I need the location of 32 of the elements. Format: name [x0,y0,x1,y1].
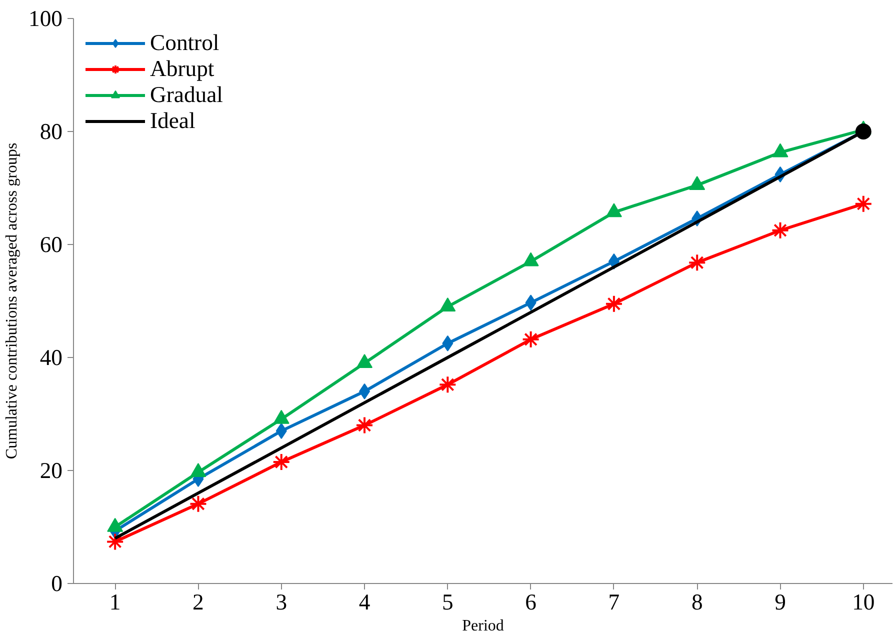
y-tick-label: 40 [40,345,62,370]
x-tick-label: 1 [109,590,121,614]
point [189,494,208,513]
legend-label: Ideal [150,108,196,134]
legend-label: Control [150,30,220,56]
x-tick-label: 8 [691,590,703,614]
y-tick-label: 60 [40,232,62,257]
y-tick-label: 80 [40,119,62,144]
x-tick-label: 2 [192,590,204,614]
x-tick-label: 10 [852,590,875,614]
point [688,254,706,272]
y-axis-title: Cumulative contributions averaged across groups [4,142,21,460]
point [771,221,790,240]
point [854,194,872,213]
point [272,453,290,472]
y-tick-label: 20 [40,458,62,483]
point [438,376,457,394]
x-tick-label: 4 [358,590,370,614]
x-tick-label: 6 [525,590,536,614]
point [522,330,540,348]
y-tick-label: 0 [51,571,62,596]
x-tick-label: 7 [608,590,620,614]
point [106,532,124,551]
legend-label: Gradual [150,82,223,108]
y-tick-label: 100 [28,6,62,31]
point [356,416,374,434]
x-tick-label: 5 [442,590,454,614]
legend-label: Abrupt [150,56,214,82]
point [604,294,623,313]
x-tick-label: 3 [276,590,288,614]
x-tick-label: 9 [774,590,786,614]
x-axis-title: Period [462,618,504,634]
